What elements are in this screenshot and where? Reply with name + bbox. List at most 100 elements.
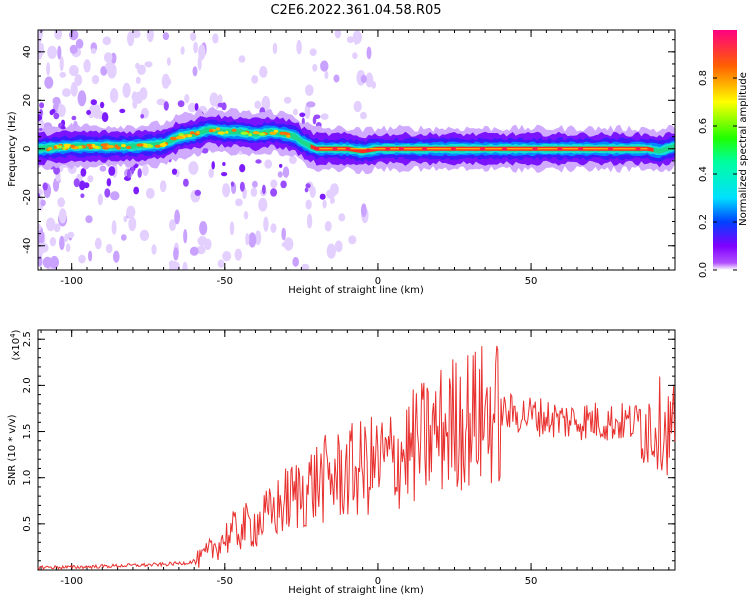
noise-blob [296, 39, 302, 55]
noise-blob [166, 57, 171, 66]
colorbar-ticks: 0.0 0.2 0.4 0.6 0.8 [698, 70, 737, 278]
noise-blob [313, 114, 321, 120]
noise-blob [99, 165, 107, 172]
snr-y-scale-label: (x104) [9, 329, 22, 360]
noise-blob [263, 216, 269, 232]
noise-blob [88, 250, 93, 262]
noise-blob [304, 103, 311, 119]
spectrogram-peak [102, 146, 110, 150]
spectrogram-peak [450, 147, 456, 151]
spectrogram-peak [258, 132, 266, 136]
noise-blob [144, 61, 153, 68]
noise-blob [270, 188, 278, 197]
noise-blob [270, 179, 278, 189]
noise-blob [196, 245, 206, 255]
spectrogram-peak [178, 133, 184, 137]
colorbar-tick-label: 0.2 [698, 214, 709, 230]
noise-blob [126, 169, 131, 179]
noise-blob [180, 46, 185, 55]
noise-blob [113, 250, 120, 263]
snr-frame [37, 329, 676, 571]
noise-blob [312, 64, 318, 72]
noise-blob [40, 199, 46, 207]
noise-blob [75, 38, 84, 49]
noise-blob [322, 199, 327, 209]
noise-blob [270, 223, 277, 234]
noise-blob [38, 230, 45, 244]
noise-blob [52, 96, 61, 106]
spectrogram-peak [93, 145, 99, 149]
noise-blob [79, 180, 86, 191]
noise-blob [162, 32, 170, 41]
noise-blob [134, 91, 144, 104]
snr-y-tick-label: 1.5 [22, 424, 33, 440]
noise-blob [299, 112, 306, 118]
noise-blob [281, 227, 287, 241]
noise-blob [105, 243, 113, 254]
noise-blob [57, 45, 62, 60]
noise-blob [101, 112, 109, 123]
noise-blob [65, 243, 71, 253]
noise-blob [199, 221, 208, 236]
noise-blob [104, 188, 111, 198]
spectrogram-peak [578, 147, 584, 151]
noise-blob [169, 260, 179, 270]
noise-blob [38, 44, 42, 52]
noise-blob [254, 230, 262, 246]
noise-blob [85, 215, 93, 224]
colorbar-tick-label: 0.4 [698, 166, 709, 182]
noise-blob [183, 178, 189, 187]
noise-blob [251, 75, 259, 84]
noise-blob [59, 235, 65, 251]
noise-blob [91, 75, 100, 85]
noise-blob [320, 60, 329, 72]
spectrogram-peak [136, 143, 144, 147]
spectrogram-x-axis-label: Height of straight line (km) [288, 285, 424, 296]
spectrogram-peak [216, 127, 220, 131]
spectrogram-peak [248, 133, 253, 137]
noise-blob [57, 104, 66, 117]
noise-blob [62, 88, 71, 97]
noise-blob [142, 164, 149, 176]
noise-blob [44, 76, 54, 89]
noise-blob [47, 45, 57, 59]
noise-blob [194, 189, 201, 196]
noise-blob [309, 185, 316, 198]
noise-blob [69, 30, 79, 41]
noise-blob [135, 76, 141, 84]
noise-blob [277, 171, 283, 178]
snr-x-tick-label: 0 [375, 576, 381, 587]
noise-blob [42, 182, 48, 191]
noise-blob [90, 48, 97, 54]
noise-blob [283, 96, 292, 104]
colorbar: 0.0 0.2 0.4 0.6 0.8 Normalized spectral ampl… [698, 30, 749, 278]
noise-blob [108, 166, 116, 176]
spectrogram-peak [532, 147, 538, 151]
noise-blob [122, 82, 131, 98]
noise-blob [121, 234, 127, 241]
noise-blob [133, 186, 140, 195]
noise-blob [139, 229, 150, 241]
spectrogram-peak [502, 147, 507, 151]
snr-y-tick-label: 2.0 [22, 377, 33, 393]
noise-blob [119, 108, 126, 114]
noise-blob [234, 248, 242, 261]
noise-blob [46, 217, 56, 232]
spectrogram-peak [385, 147, 391, 151]
noise-blob [346, 36, 355, 44]
spectrogram-cells [38, 30, 675, 270]
noise-blob [320, 113, 329, 120]
noise-blob [305, 199, 312, 210]
noise-blob [183, 229, 188, 244]
noise-blob [243, 211, 249, 220]
noise-blob [74, 74, 83, 86]
noise-blob [94, 237, 102, 250]
noise-blob [53, 166, 60, 175]
noise-blob [49, 255, 60, 269]
spectrogram-peak [422, 147, 427, 151]
noise-blob [128, 216, 137, 232]
noise-blob [165, 78, 172, 86]
noise-blob [188, 161, 199, 175]
noise-blob [83, 182, 90, 189]
spectrogram-peak [100, 143, 108, 147]
